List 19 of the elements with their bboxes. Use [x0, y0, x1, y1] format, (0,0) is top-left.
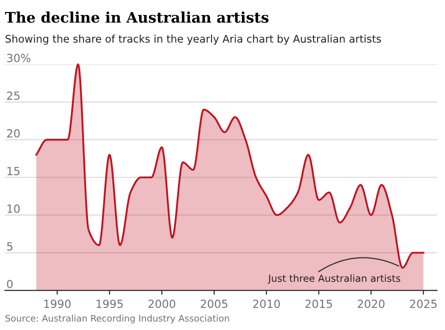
x-tick-label: 1990 [44, 300, 71, 308]
y-tick-label: 5 [7, 242, 12, 251]
y-tick-label: 0 [7, 280, 13, 288]
x-tick-label: 2020 [358, 300, 384, 308]
x-tick-label: 2010 [253, 300, 280, 308]
y-tick-label: 20 [7, 129, 20, 138]
x-tick-label: 2000 [148, 300, 176, 308]
x-tick-label: 1995 [96, 300, 123, 308]
chart-title: The decline in Australian artists [5, 12, 268, 23]
y-tick-label: 25 [7, 91, 20, 100]
x-tick-label: 2025 [410, 300, 437, 308]
y-tick-label: 30% [7, 54, 30, 62]
source-note: Source: Australian Recording Industry Association [5, 314, 229, 324]
chart-subtitle: Showing the share of tracks in the yearly Aria chart by Australian artists [6, 34, 381, 45]
y-tick-label: 15 [8, 166, 20, 176]
y-tick-label: 10 [8, 204, 20, 213]
x-tick-label: 2015 [305, 300, 332, 308]
annotation: Just three Australian artists [268, 274, 400, 284]
x-tick-label: 2005 [200, 300, 228, 308]
